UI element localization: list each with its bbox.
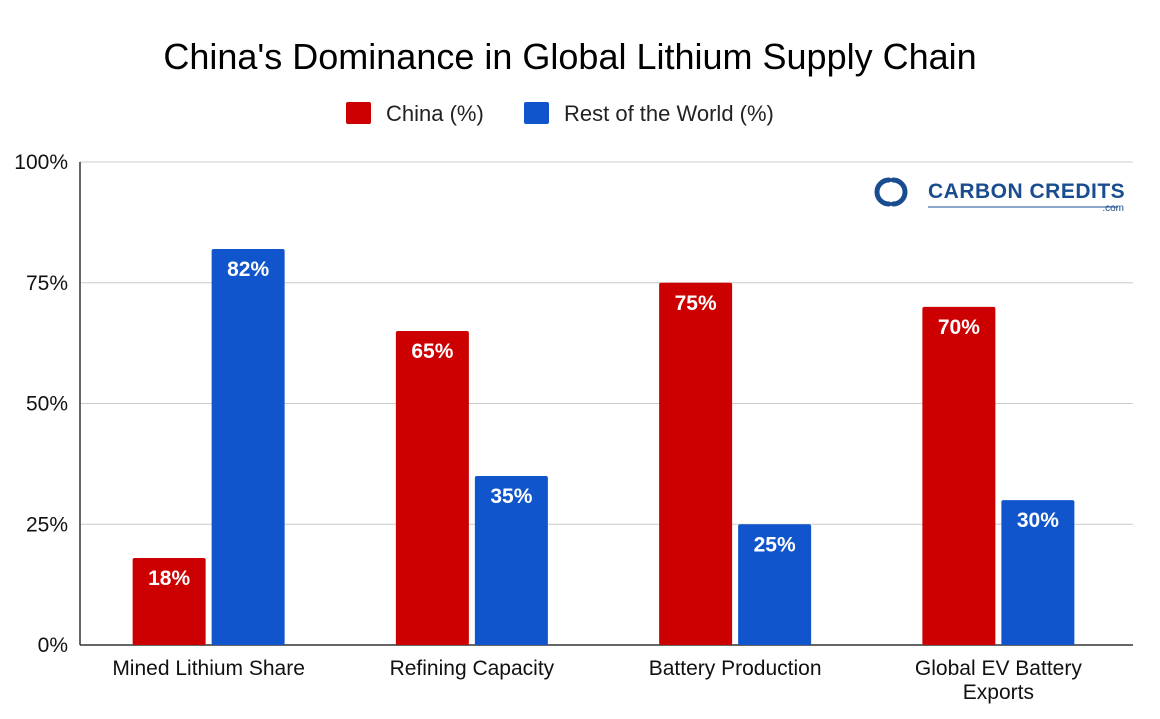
x-axis-categories: Mined Lithium Share Refining Capacity Batt… xyxy=(112,657,1082,704)
bar xyxy=(474,475,548,645)
bar xyxy=(659,282,733,645)
x-tick-label: Refining Capacity xyxy=(390,657,555,680)
bar xyxy=(922,306,996,645)
x-tick-label: Battery Production xyxy=(649,657,822,680)
data-label: 35% xyxy=(490,485,532,508)
bar xyxy=(132,558,206,645)
watermark-text: CARBON CREDITS xyxy=(928,180,1125,203)
carbon-credits-watermark: CARBON CREDITS .com xyxy=(874,177,1125,214)
data-label: 30% xyxy=(1017,509,1059,532)
y-tick-label: 25% xyxy=(26,513,68,536)
bar xyxy=(738,524,812,645)
x-tick-label: Exports xyxy=(963,681,1034,704)
data-label: 18% xyxy=(148,567,190,590)
bar xyxy=(395,331,469,645)
chart-title: China's Dominance in Global Lithium Supp… xyxy=(163,36,976,77)
carbon-credits-logo-icon xyxy=(874,177,908,207)
data-label: 70% xyxy=(938,316,980,339)
bars: 18% 82% 65% 35% 75% 25% 70% 30% xyxy=(132,248,1075,645)
data-label: 75% xyxy=(675,292,717,315)
legend-label: China (%) xyxy=(386,101,484,126)
data-label: 65% xyxy=(411,340,453,363)
legend-swatch xyxy=(346,102,371,124)
x-tick-label: Mined Lithium Share xyxy=(112,657,305,680)
data-label: 82% xyxy=(227,258,269,281)
watermark-sub: .com xyxy=(1102,203,1124,214)
x-tick-label: Global EV Battery xyxy=(915,657,1082,680)
legend-label: Rest of the World (%) xyxy=(564,101,774,126)
legend: China (%) Rest of the World (%) xyxy=(346,101,774,126)
y-axis-ticks: 0% 25% 50% 75% 100% xyxy=(14,151,68,657)
y-tick-label: 50% xyxy=(26,393,68,416)
legend-swatch xyxy=(524,102,549,124)
y-tick-label: 75% xyxy=(26,272,68,295)
y-tick-label: 100% xyxy=(14,151,68,174)
bar xyxy=(211,248,285,645)
bar xyxy=(1001,500,1075,645)
y-tick-label: 0% xyxy=(38,634,68,657)
data-label: 25% xyxy=(754,533,796,556)
